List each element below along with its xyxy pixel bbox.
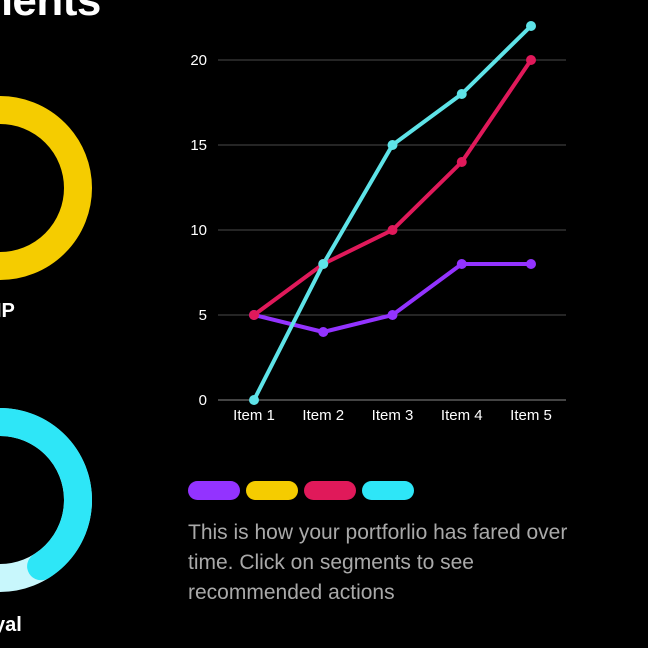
- series-2-point[interactable]: [249, 310, 259, 320]
- donut-1-segment-1[interactable]: [0, 96, 92, 280]
- x-tick-label: Item 4: [441, 407, 483, 424]
- x-tick-label: Item 1: [233, 407, 275, 424]
- series-3-point[interactable]: [456, 89, 467, 99]
- series-line-3[interactable]: [252, 24, 533, 401]
- series-2-point[interactable]: [526, 55, 536, 65]
- series-3-point[interactable]: [249, 395, 259, 405]
- chart-description: This is how your portforlio has fared ov…: [188, 521, 568, 604]
- chart-legend: [188, 481, 414, 500]
- x-tick-label: Item 2: [302, 407, 344, 424]
- donut-2-label: yal: [0, 614, 22, 636]
- series-2-point[interactable]: [387, 225, 398, 235]
- x-tick-label: Item 5: [510, 407, 552, 424]
- y-tick-label: 15: [190, 137, 207, 154]
- y-tick-label: 0: [199, 392, 207, 409]
- y-tick-label: 10: [190, 222, 207, 239]
- donut-1-label: IP: [0, 300, 15, 322]
- y-tick-label: 5: [199, 307, 207, 324]
- page-title: nents: [0, 0, 101, 25]
- series-1-point[interactable]: [526, 259, 536, 269]
- legend-swatch-3[interactable]: [304, 481, 356, 500]
- legend-swatch-1[interactable]: [188, 481, 240, 500]
- series-1-point[interactable]: [456, 259, 467, 269]
- series-3-point[interactable]: [318, 259, 329, 269]
- donut-chart-1[interactable]: [0, 96, 92, 280]
- series-1-point[interactable]: [318, 327, 329, 337]
- series-3-point[interactable]: [387, 140, 398, 150]
- legend-swatch-4[interactable]: [362, 481, 414, 500]
- x-tick-label: Item 3: [372, 407, 414, 424]
- series-line-2[interactable]: [252, 58, 533, 317]
- donut-2-segment-1[interactable]: [0, 408, 92, 581]
- series-2-point[interactable]: [456, 157, 467, 167]
- donut-chart-2[interactable]: [0, 408, 92, 592]
- legend-swatch-2[interactable]: [246, 481, 298, 500]
- series-3-point[interactable]: [526, 21, 536, 31]
- series-1-point[interactable]: [387, 310, 398, 320]
- portfolio-line-chart: 0 5 10 15 20 Item 1 Item 2 Item 3 Item 4 Item 5: [190, 21, 566, 424]
- y-tick-label: 20: [190, 52, 207, 69]
